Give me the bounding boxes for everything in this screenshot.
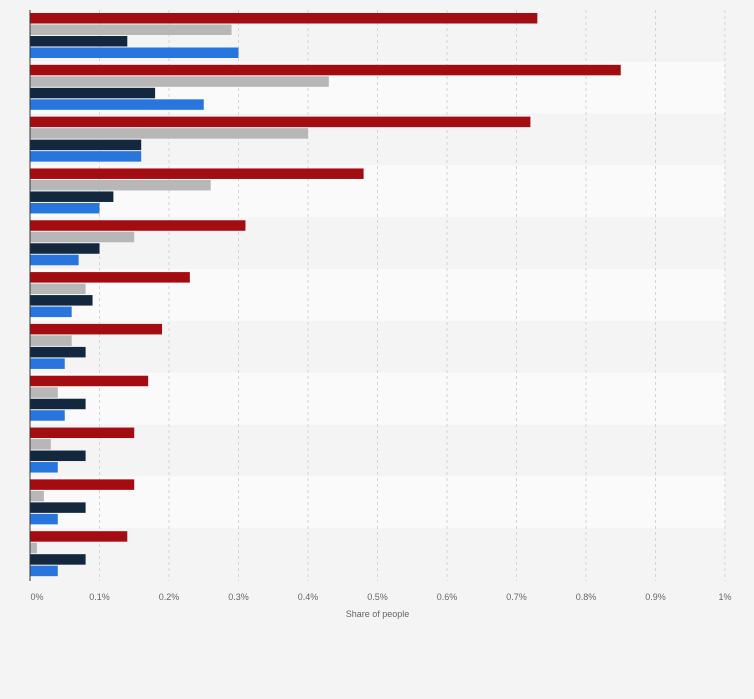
bar	[30, 346, 86, 358]
bar	[30, 202, 100, 214]
bar	[30, 335, 72, 346]
x-tick-label: 0%	[30, 592, 43, 602]
bar	[30, 450, 86, 462]
bars	[30, 13, 621, 577]
x-tick-label: 1%	[718, 592, 731, 602]
bar	[30, 323, 163, 335]
bar	[30, 254, 79, 266]
x-tick-label: 0.2%	[159, 592, 180, 602]
bar	[30, 179, 211, 191]
bar	[30, 490, 44, 502]
bar	[30, 191, 114, 202]
bar	[30, 410, 65, 421]
bar	[30, 36, 128, 47]
bar	[30, 513, 58, 525]
x-tick-label: 0.6%	[437, 592, 458, 602]
x-tick-label: 0.9%	[645, 592, 666, 602]
bar	[30, 398, 86, 410]
bar	[30, 128, 308, 139]
x-tick-label: 0.8%	[576, 592, 597, 602]
bar	[30, 76, 329, 87]
bar	[30, 502, 86, 513]
x-tick-label: 0.7%	[506, 592, 527, 602]
bar	[30, 87, 156, 99]
bar	[30, 531, 128, 542]
bar	[30, 64, 621, 76]
x-axis-title: Share of people	[346, 609, 410, 619]
x-tick-label: 0.3%	[228, 592, 249, 602]
bar	[30, 479, 135, 490]
bar	[30, 542, 37, 554]
bar	[30, 295, 93, 306]
bar	[30, 139, 142, 151]
bar	[30, 272, 190, 283]
bar	[30, 231, 135, 243]
bar	[30, 220, 246, 231]
bar	[30, 243, 100, 254]
bar	[30, 554, 86, 565]
bar	[30, 168, 364, 179]
bar	[30, 427, 135, 439]
bar	[30, 47, 239, 58]
x-tick-labels: 0% 0.1% 0.2% 0.3% 0.4% 0.5% 0.6% 0.7% 0.8% 0.9% 1%	[30, 592, 731, 602]
bar	[30, 13, 538, 24]
bar	[30, 306, 72, 318]
bar	[30, 24, 232, 35]
bar	[30, 462, 58, 473]
bar	[30, 439, 51, 450]
x-tick-label: 0.1%	[89, 592, 110, 602]
bar	[30, 358, 65, 369]
bar	[30, 375, 149, 387]
bar	[30, 99, 204, 110]
bar	[30, 116, 531, 128]
category-band	[30, 528, 725, 580]
bar	[30, 565, 58, 577]
x-tick-label: 0.5%	[367, 592, 388, 602]
bar	[30, 283, 86, 295]
x-tick-label: 0.4%	[298, 592, 319, 602]
bar	[30, 387, 58, 398]
bar	[30, 151, 142, 162]
